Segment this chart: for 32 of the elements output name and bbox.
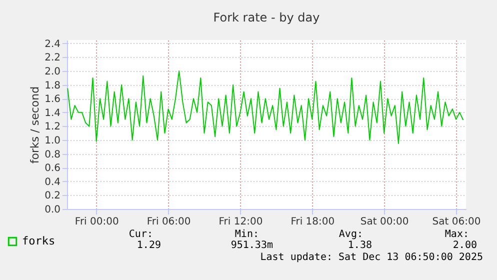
x-tick-label: Fri 06:00 <box>146 216 191 228</box>
legend-label: forks <box>22 234 56 248</box>
y-tick-label: 0.0 <box>44 204 60 216</box>
y-tick-label: 1.8 <box>44 80 60 92</box>
y-tick-label: 1.0 <box>44 136 60 147</box>
text: 1.29 <box>136 240 161 251</box>
text: Avg: <box>338 229 363 240</box>
y-tick-label: 2.0 <box>44 66 60 78</box>
y-tick-label: 0.8 <box>44 149 60 160</box>
text: 1.38 <box>348 240 372 251</box>
y-tick-label: 0.4 <box>44 176 60 188</box>
x-tick-label: Fri 18:00 <box>290 216 335 228</box>
x-tick-label: Fri 12:00 <box>218 216 263 228</box>
line-series <box>67 70 464 144</box>
x-tick-label: Sat 06:00 <box>432 216 481 228</box>
x-tick-label: Sat 00:00 <box>360 216 409 228</box>
text: 2.00 <box>452 240 477 251</box>
y-tick-label: 0.6 <box>44 163 60 174</box>
y-tick-label: 1.6 <box>44 94 60 106</box>
text: Last update: Sat Dec 13 06:50:00 2025 <box>260 252 483 263</box>
chart-title: Fork rate - by day <box>213 10 320 24</box>
y-tick-label: 1.4 <box>44 108 60 119</box>
text: 951.33m <box>230 240 273 251</box>
text: Max: <box>444 229 469 240</box>
x-tick-label: Fri 00:00 <box>74 216 119 228</box>
y-axis-title: forks / second <box>28 86 42 164</box>
text: Min: <box>234 229 259 240</box>
y-tick-label: 1.2 <box>44 122 60 133</box>
y-tick-label: 2.2 <box>44 52 60 64</box>
y-tick-label: 2.4 <box>44 38 60 50</box>
y-tick-label: 0.2 <box>44 190 60 202</box>
text: Cur: <box>128 229 153 240</box>
